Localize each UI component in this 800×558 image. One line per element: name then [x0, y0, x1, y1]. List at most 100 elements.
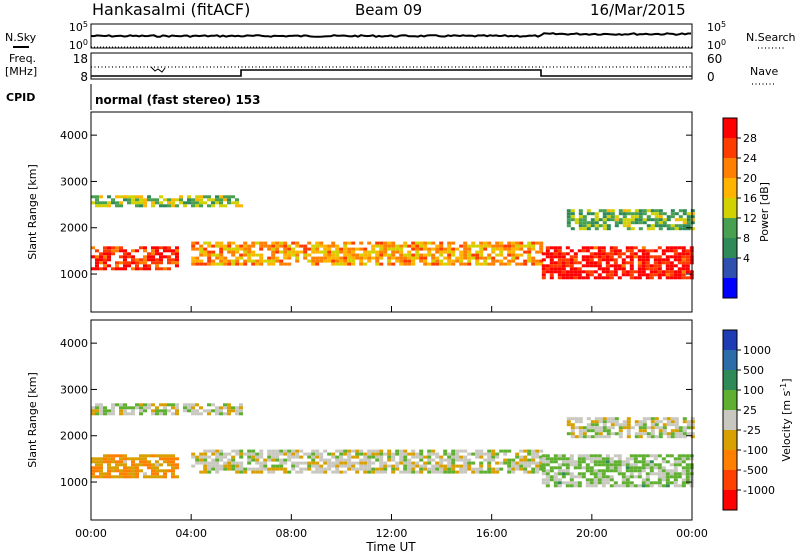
heatmap-cell [585, 270, 590, 274]
heatmap-cell [613, 463, 618, 467]
heatmap-cell [395, 244, 400, 248]
heatmap-cell [235, 409, 239, 413]
heatmap-cell [439, 250, 444, 254]
heatmap-cell [219, 204, 223, 208]
heatmap-cell [561, 472, 566, 476]
heatmap-cell [395, 256, 400, 260]
heatmap-cell [115, 466, 119, 470]
heatmap-cell [589, 469, 594, 473]
heatmap-cell [491, 259, 496, 263]
heatmap-cell [295, 253, 300, 257]
heatmap-cell [211, 262, 216, 266]
heatmap-cell [665, 258, 670, 262]
heatmap-cell [279, 458, 284, 462]
heatmap-cell [685, 258, 690, 262]
heatmap-cell [411, 247, 416, 251]
heatmap-cell [471, 467, 476, 471]
heatmap-cell [650, 224, 655, 228]
heatmap-cell [629, 484, 634, 488]
heatmap-cell [677, 460, 682, 464]
heatmap-cell [155, 412, 159, 416]
heatmap-cell [155, 261, 159, 265]
heatmap-cell [589, 264, 594, 268]
heatmap-cell [674, 420, 679, 424]
heatmap-cell [139, 201, 143, 205]
heatmap-cell [641, 267, 646, 271]
heatmap-cell [215, 412, 219, 416]
heatmap-cell [495, 455, 500, 459]
heatmap-cell [323, 449, 328, 453]
heatmap-cell [395, 247, 400, 251]
heatmap-cell [159, 409, 163, 413]
heatmap-cell [99, 469, 103, 473]
heatmap-cell [577, 270, 582, 274]
heatmap-cell [618, 426, 623, 430]
heatmap-cell [363, 464, 368, 468]
heatmap-cell [670, 209, 675, 213]
heatmap-cell [167, 204, 171, 208]
heatmap-cell [287, 244, 292, 248]
heatmap-cell [491, 470, 496, 474]
heatmap-cell [641, 252, 646, 256]
heatmap-cell [463, 256, 468, 260]
heatmap-cell [602, 221, 607, 225]
heatmap-cell [403, 458, 408, 462]
heatmap-cell [223, 467, 228, 471]
heatmap-cell [111, 403, 115, 407]
heatmap-cell [371, 452, 376, 456]
heatmap-cell [569, 484, 574, 488]
heatmap-cell [609, 457, 614, 461]
heatmap-cell [143, 258, 147, 262]
heatmap-cell [383, 253, 388, 257]
heatmap-cell [573, 460, 578, 464]
heatmap-cell [155, 252, 159, 256]
heatmap-cell [135, 201, 139, 205]
heatmap-cell [439, 464, 444, 468]
heatmap-cell [127, 472, 131, 476]
heatmap-cell [391, 464, 396, 468]
heatmap-cell [674, 224, 679, 228]
heatmap-cell [375, 458, 380, 462]
heatmap-cell [545, 454, 550, 458]
heatmap-cell [491, 452, 496, 456]
heatmap-cell [371, 470, 376, 474]
heatmap-cell [629, 463, 634, 467]
heatmap-cell [642, 209, 647, 213]
heatmap-cell [657, 463, 662, 467]
heatmap-cell [614, 221, 619, 225]
heatmap-cell [463, 250, 468, 254]
heatmap-cell [645, 276, 650, 280]
heatmap-cell [375, 449, 380, 453]
heatmap-cell [475, 467, 480, 471]
heatmap-cell [613, 246, 618, 250]
heatmap-cell [641, 469, 646, 473]
heatmap-cell [545, 246, 550, 250]
heatmap-cell [343, 449, 348, 453]
y-tick-label: 3000 [60, 175, 88, 188]
heatmap-cell [574, 221, 579, 225]
heatmap-cell [531, 241, 536, 245]
heatmap-cell [593, 475, 598, 479]
heatmap-cell [199, 253, 204, 257]
heatmap-cell [403, 452, 408, 456]
heatmap-cell [415, 241, 420, 245]
heatmap-cell [103, 472, 107, 476]
heatmap-cell [634, 435, 639, 439]
heatmap-cell [573, 261, 578, 265]
heatmap-cell [613, 466, 618, 470]
heatmap-cell [573, 270, 578, 274]
heatmap-cell [311, 452, 316, 456]
heatmap-cell [235, 201, 239, 205]
heatmap-cell [411, 241, 416, 245]
heatmap-cell [399, 253, 404, 257]
heatmap-cell [686, 221, 691, 225]
heatmap-cell [155, 466, 159, 470]
heatmap-cell [527, 247, 532, 251]
heatmap-cell [641, 478, 646, 482]
heatmap-cell [549, 478, 554, 482]
heatmap-cell [211, 198, 215, 202]
heatmap-cell [315, 262, 320, 266]
heatmap-cell [227, 412, 231, 416]
heatmap-cell [649, 264, 654, 268]
heatmap-cell [167, 249, 171, 253]
